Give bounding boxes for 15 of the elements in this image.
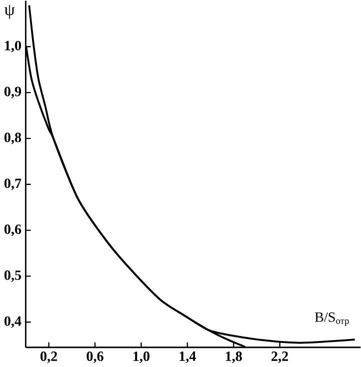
x-axis-title: В/S$_{отр}$ [314,312,349,326]
x-tick-label: 2,2 [271,352,288,364]
y-tick-label: 1,0 [4,40,21,52]
x-tick-label: 1,8 [226,352,242,364]
y-tick-label: 0,7 [4,178,22,190]
x-tick-label: 0,6 [86,352,104,364]
y-axis-title: ψ [4,4,14,19]
y-tick-label: 0,4 [4,316,22,328]
x-tick-label: 1,4 [180,352,196,364]
y-tick-label: 0,8 [4,132,21,144]
x-tick-label: 0,2 [40,352,57,364]
y-tick-label: 0,5 [4,270,21,282]
x-tick-label: 1,0 [133,352,150,364]
y-tick-label: 0,9 [4,86,21,98]
y-tick-label: 0,6 [4,224,21,236]
